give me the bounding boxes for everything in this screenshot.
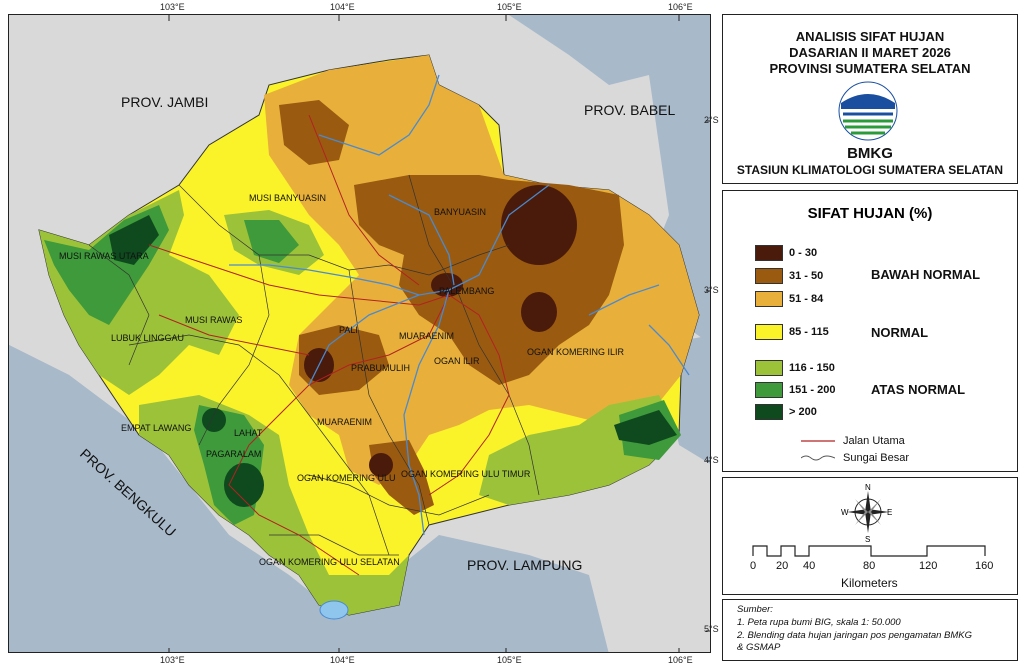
legend-road-label: Jalan Utama [843, 435, 905, 447]
scale-tick: 120 [919, 560, 938, 572]
scale-unit: Kilometers [841, 576, 898, 590]
source-heading: Sumber: [737, 604, 773, 615]
scale-tick: 80 [863, 560, 876, 572]
scale-tick: 160 [975, 560, 994, 572]
legend-heading: SIFAT HUJAN (%) [807, 205, 933, 222]
compass-letter: E [887, 508, 892, 517]
river-line-icon [801, 455, 835, 461]
province-label-jambi: PROV. JAMBI [121, 94, 208, 110]
region-label: OGAN KOMERING ULU TIMUR [401, 469, 531, 479]
legend-line-symbols [801, 440, 835, 461]
scale-bar [752, 545, 986, 557]
zone-116-150-west [39, 190, 239, 395]
legend-category-above-normal: ATAS NORMAL [871, 382, 966, 397]
zone-gt-200-a [109, 215, 159, 265]
map-title-line-2: DASARIAN II MARET 2026 [789, 45, 951, 60]
longitude-tick: 105°E [497, 655, 522, 665]
legend-swatch-0-30 [755, 245, 783, 261]
map-title-line-3: PROVINSI SUMATERA SELATAN [769, 61, 971, 76]
latitude-tick: 3°S [704, 285, 719, 295]
longitude-tick: 106°E [668, 655, 693, 665]
longitude-tick: 104°E [330, 655, 355, 665]
compass-letter: W [841, 508, 849, 517]
region-label: OGAN KOMERING ILIR [527, 347, 625, 357]
region-label: PALI [339, 325, 358, 335]
region-label: MUARAENIM [317, 417, 372, 427]
graticule-ticks [168, 15, 710, 652]
region-label: PALEMBANG [439, 286, 494, 296]
region-label: LUBUK LINGGAU [111, 333, 184, 343]
scale-panel: N E S W 0 20 40 80 120 160 Kilometers [722, 477, 1018, 595]
legend-swatch-85-115 [755, 324, 783, 340]
legend-label: 85 - 115 [789, 326, 829, 338]
indian-ocean [9, 345, 339, 652]
compass-letter: S [865, 535, 870, 542]
zone-0-30-a [501, 185, 577, 265]
region-label: PAGARALAM [206, 449, 261, 459]
province-label-babel: PROV. BABEL [584, 102, 676, 118]
region-label: MUSI RAWAS [185, 315, 242, 325]
zone-0-30-b [521, 292, 557, 332]
compass-letter: N [865, 483, 871, 492]
bmkg-logo-icon [838, 81, 898, 141]
zone-0-30-e [369, 453, 393, 477]
legend-river-label: Sungai Besar [843, 452, 910, 464]
scale-tick: 20 [776, 560, 789, 572]
region-label: OGAN ILIR [434, 356, 480, 366]
longitude-tick: 106°E [668, 2, 693, 12]
region-label: PRABUMULIH [351, 363, 410, 373]
legend-label: 151 - 200 [789, 384, 836, 396]
source-item: 1. Peta rupa bumi BIG, skala 1: 50.000 [737, 617, 901, 628]
region-label: OGAN KOMERING ULU SELATAN [259, 557, 400, 567]
source-item: 2. Blending data hujan jaringan pos peng… [737, 630, 973, 641]
compass-rose-icon: N E S W [841, 483, 892, 542]
rainfall-map: PROV. JAMBI PROV. BABEL PROV. BENGKULU P… [9, 15, 710, 652]
source-item: & GSMAP [737, 642, 781, 653]
legend-swatch-151-200 [755, 382, 783, 398]
longitude-tick: 103°E [160, 2, 185, 12]
legend-category-below-normal: BAWAH NORMAL [871, 267, 981, 282]
region-label: MUARAENIM [399, 331, 454, 341]
rivers [229, 74, 690, 536]
legend-label: 116 - 150 [789, 362, 835, 374]
scale-tick: 40 [803, 560, 816, 572]
region-label: EMPAT LAWANG [121, 423, 191, 433]
scale-tick: 0 [750, 560, 757, 572]
latitude-tick: 2°S [704, 115, 719, 125]
legend-label: 31 - 50 [789, 270, 824, 282]
main-roads [148, 114, 510, 576]
legend-category-normal: NORMAL [871, 325, 929, 340]
lake-ranau [319, 600, 349, 620]
zone-gt-200-d [614, 410, 677, 445]
source-panel: Sumber: 1. Peta rupa bumi BIG, skala 1: … [722, 599, 1018, 661]
legend-swatch-116-150 [755, 360, 783, 376]
legend-swatch-31-50 [755, 268, 783, 284]
province-label-lampung: PROV. LAMPUNG [467, 557, 582, 573]
latitude-tick: 4°S [704, 455, 719, 465]
region-label: LAHAT [234, 428, 263, 438]
zone-31-50-b [279, 100, 349, 165]
zone-gt-200-c [202, 408, 226, 432]
zone-0-30-c [431, 273, 463, 297]
region-label: MUSI RAWAS UTARA [59, 251, 149, 261]
map-frame: PROV. JAMBI PROV. BABEL PROV. BENGKULU P… [8, 14, 711, 653]
zone-151-200-mb [244, 220, 299, 263]
legend-swatch-gt-200 [755, 404, 783, 420]
latitude-tick: 5°S [704, 624, 719, 634]
legend-swatch-51-84 [755, 291, 783, 307]
legend-label: 0 - 30 [789, 247, 818, 259]
title-panel: ANALISIS SIFAT HUJAN DASARIAN II MARET 2… [722, 14, 1018, 184]
legend-label: > 200 [789, 406, 817, 418]
agency-name: BMKG [847, 145, 893, 162]
longitude-tick: 103°E [160, 655, 185, 665]
region-label: BANYUASIN [434, 207, 486, 217]
legend-panel: SIFAT HUJAN (%) 0 - 30 31 - 50 51 - 84 8… [722, 190, 1018, 472]
map-title-line-1: ANALISIS SIFAT HUJAN [795, 29, 945, 44]
longitude-tick: 104°E [330, 2, 355, 12]
region-label: OGAN KOMERING ULU [297, 473, 396, 483]
station-name: STASIUN KLIMATOLOGI SUMATERA SELATAN [736, 163, 1004, 177]
longitude-tick: 105°E [497, 2, 522, 12]
legend-label: 51 - 84 [789, 293, 824, 305]
region-label: MUSI BANYUASIN [249, 193, 326, 203]
